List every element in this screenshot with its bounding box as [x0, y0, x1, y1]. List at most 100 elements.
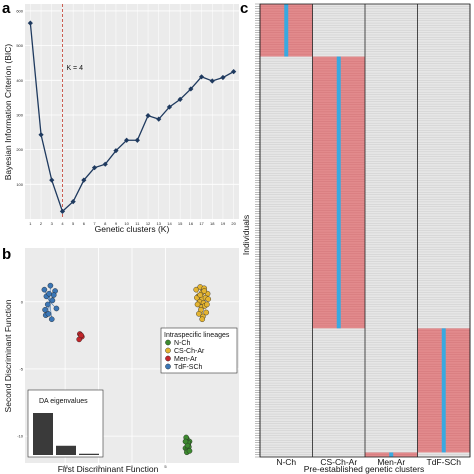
- dapc-point: [47, 282, 54, 289]
- legend-label: CS-Ch-Ar: [174, 348, 205, 355]
- bic-point: [38, 132, 44, 138]
- bic-x-tick-label: 4: [61, 221, 64, 226]
- assignment-heatmap: N-Ch CS-Ch-Ar Men-Ar TdF-SCh Individuals Pr…: [241, 3, 471, 474]
- legend-marker: [165, 363, 171, 370]
- dapc-point: [204, 301, 210, 308]
- legend-label: N-Ch: [174, 340, 190, 347]
- bic-x-tick-label: 6: [83, 221, 86, 226]
- dapc-point: [186, 448, 193, 454]
- legend-marker: [165, 355, 171, 362]
- bic-point: [59, 208, 66, 214]
- eigenvalues-inset: DA eigenvalues: [27, 389, 104, 458]
- bic-point: [177, 96, 183, 102]
- dapc-point: [42, 307, 48, 313]
- membership-highlight: [389, 452, 394, 457]
- dapc-point: [197, 292, 204, 298]
- inset-title: DA eigenvalues: [39, 398, 88, 405]
- heatmap-border: [259, 3, 471, 458]
- column-label: N-Ch: [276, 457, 296, 467]
- bic-point: [102, 161, 108, 167]
- bic-point: [220, 74, 226, 81]
- dapc-point: [49, 297, 56, 304]
- bic-point: [124, 137, 130, 143]
- dapc-point: [48, 316, 55, 323]
- bic-x-tick-label: 14: [167, 221, 172, 226]
- bic-x-tick-label: 1: [29, 221, 32, 226]
- individual-ticks: [255, 3, 260, 458]
- membership-highlight: [336, 56, 341, 329]
- column-label: TdF-SCh: [427, 457, 462, 467]
- legend-title: Intraspecific lineages: [164, 332, 230, 339]
- bic-x-tick-label: 11: [135, 221, 140, 226]
- dapc-point: [46, 290, 52, 297]
- bic-point: [91, 165, 98, 171]
- bic-x-tick-label: 9: [115, 221, 118, 226]
- bic-x-tick-label: 19: [221, 221, 226, 226]
- legend-box: [160, 327, 238, 374]
- bic-y-tick-label: 400: [16, 78, 23, 83]
- bic-x-tick-label: 3: [51, 221, 54, 226]
- bic-series: [27, 4, 237, 219]
- panel-label-b: b: [2, 246, 11, 263]
- bic-point: [134, 137, 140, 143]
- eigenvalue-bar: [79, 453, 99, 455]
- bic-x-tick-label: 20: [231, 221, 236, 226]
- dapc-point: [205, 296, 212, 302]
- dapc-point: [193, 286, 199, 293]
- bic-point: [156, 116, 162, 122]
- bic-x-tick-label: 18: [210, 221, 215, 226]
- cluster-columns: N-Ch CS-Ch-Ar Men-Ar TdF-SCh: [259, 3, 471, 467]
- dapc-point: [182, 438, 189, 445]
- dapc-points: [41, 282, 212, 456]
- dapc-point: [50, 292, 57, 298]
- dapc-x-tick-label: -5: [97, 464, 101, 469]
- bic-x-tick-label: 12: [146, 221, 151, 226]
- legend-label: Men-Ar: [174, 356, 198, 363]
- bic-y-tick-label: 200: [16, 147, 23, 152]
- bic-plot-area: [25, 4, 239, 219]
- bic-y-tick-label: 100: [16, 182, 23, 187]
- bic-y-tick-label: 500: [16, 43, 23, 48]
- bic-point: [27, 20, 33, 26]
- bic-y-tick-label: 600: [16, 8, 23, 13]
- membership-highlight: [284, 4, 289, 57]
- column-label: CS-Ch-Ar: [320, 457, 357, 467]
- bic-point: [188, 86, 194, 92]
- legend-label: TdF-SCh: [174, 364, 203, 371]
- bic-chart: 1 2 3 4 5 6 7 8 9 10 11 12 13 14 15 16 17 18 19 20100200300…: [3, 4, 239, 234]
- dapc-tick-labels: -10 -5 0 5 -10 -5 0: [17, 299, 167, 469]
- bic-y-tick-label: 300: [16, 112, 23, 117]
- bic-point: [231, 69, 237, 75]
- bic-point: [70, 199, 76, 205]
- dapc-point: [78, 332, 84, 339]
- dapc-x-tick-label: 0: [131, 464, 134, 469]
- lineage-legend: Intraspecific lineages N-ChCS-Ch-ArMen-A…: [160, 327, 238, 374]
- heatmap-x-axis-label: Pre-established genetic clusters: [304, 464, 424, 474]
- dapc-point: [53, 305, 60, 312]
- dapc-y-axis-label: Second Discriminant Function: [3, 299, 13, 412]
- eigenvalue-bar: [33, 413, 53, 455]
- bic-x-tick-label: 7: [93, 221, 96, 226]
- eigenvalue-bar: [56, 445, 76, 455]
- bic-tick-labels: 1 2 3 4 5 6 7 8 9 10 11 12 13 14 15 16 17 18 19 20100200300…: [16, 8, 236, 226]
- bic-gridlines: [25, 4, 239, 219]
- heatmap-y-axis-label: Individuals: [241, 215, 251, 255]
- bic-x-tick-label: 16: [189, 221, 194, 226]
- bic-x-tick-label: 5: [72, 221, 75, 226]
- dapc-point: [45, 311, 52, 317]
- legend-marker: [165, 347, 171, 354]
- bic-x-tick-label: 10: [124, 221, 129, 226]
- bic-point: [209, 78, 215, 84]
- bic-point: [49, 177, 55, 183]
- bic-x-tick-label: 2: [40, 221, 43, 226]
- dapc-point: [41, 286, 48, 293]
- dapc-y-tick-label: 0: [21, 299, 24, 304]
- dapc-point: [44, 301, 51, 308]
- dapc-scatter: -10 -5 0 5 -10 -5 0 Intraspecific lineages N-C…: [3, 248, 239, 474]
- dapc-x-tick-label: -10: [62, 464, 69, 469]
- dapc-y-tick-label: -5: [19, 366, 23, 371]
- bic-point: [81, 177, 87, 183]
- bic-x-tick-label: 8: [104, 221, 107, 226]
- bic-x-tick-label: 17: [199, 221, 204, 226]
